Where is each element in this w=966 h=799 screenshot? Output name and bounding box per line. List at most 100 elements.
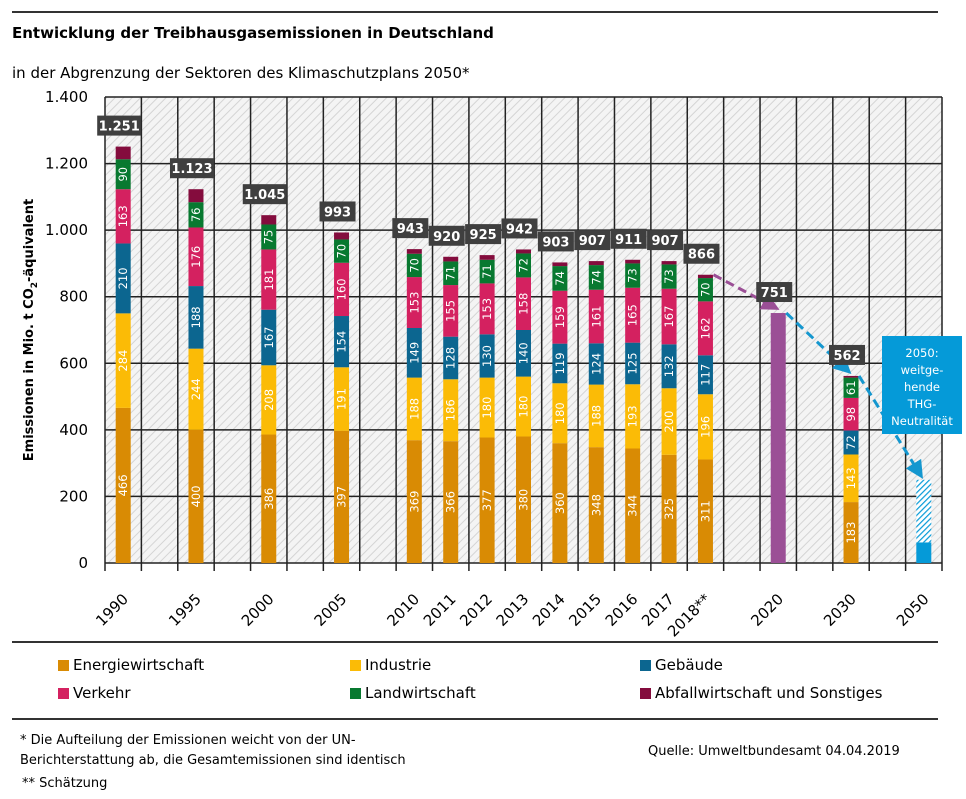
bar-segment-energiewirtschaft: [843, 502, 859, 563]
bar-segment-gebäude: [261, 309, 277, 366]
legend-swatch: [640, 659, 651, 671]
bar-segment-industrie: [261, 365, 277, 435]
segment-value-label: 70: [407, 258, 421, 273]
bar-segment-industrie: [697, 394, 713, 460]
y-tick-label: 1.400: [45, 88, 88, 106]
bar-segment-energiewirtschaft: [661, 454, 677, 563]
total-label-box: [242, 184, 287, 205]
segment-value-label: 143: [844, 467, 858, 489]
legend-label: Energiewirtschaft: [73, 656, 205, 674]
bar-segment-gebäude: [188, 286, 204, 349]
bar-segment-abfallwirtschaft-und-sonstiges: [479, 255, 495, 260]
segment-value-label: 176: [189, 246, 203, 268]
segment-value-label: 400: [189, 485, 203, 507]
total-label: 993: [324, 205, 351, 220]
segment-value-label: 181: [262, 269, 276, 291]
total-label: 943: [397, 222, 424, 237]
emissions-chart: 0 200 400 600 800 1.000 1.200 1.400 466 284 210 16…: [22, 88, 962, 640]
segment-value-label: 154: [335, 331, 349, 353]
segment-value-label: 140: [517, 342, 531, 364]
bar-segment-abfallwirtschaft-und-sonstiges: [188, 189, 204, 203]
bar-segment-gebäude: [406, 328, 422, 378]
total-label-box: [756, 282, 793, 303]
segment-value-label: 117: [698, 364, 712, 386]
x-tick-label: 2013: [493, 590, 533, 630]
segment-value-label: 386: [262, 488, 276, 510]
x-tick-label: 2030: [820, 590, 860, 630]
bar-segment-landwirtschaft: [406, 253, 422, 278]
y-axis-label: Emissionen in Mio. t CO2-äquivalent: [22, 199, 40, 461]
x-tick-label: 2020: [747, 590, 787, 630]
legend-label: Verkehr: [73, 684, 131, 702]
segment-value-label: 188: [189, 306, 203, 328]
bar-segment-abfallwirtschaft-und-sonstiges: [588, 261, 604, 266]
bar-segment-energiewirtschaft: [443, 441, 459, 563]
legend-label: Abfallwirtschaft und Sonstiges: [655, 684, 883, 702]
segment-value-label: 155: [444, 300, 458, 322]
bar-segment-energiewirtschaft: [588, 447, 604, 563]
bar-segment-industrie: [188, 348, 204, 430]
segment-value-label: 70: [335, 244, 349, 259]
y-tick-label: 1.200: [45, 155, 88, 173]
bar-segment-gebäude: [115, 243, 131, 314]
y-tick-label: 0: [78, 554, 88, 572]
segment-value-label: 186: [444, 399, 458, 421]
neutrality-annotation: 2050: weitge-hende THG- Neutralität: [882, 336, 962, 434]
x-tick-label: 2011: [420, 590, 460, 630]
x-tick-label: 2016: [602, 590, 642, 630]
segment-value-label: 183: [844, 522, 858, 544]
x-tick-label: 2005: [311, 590, 351, 630]
bar-segment-landwirtschaft: [479, 259, 495, 284]
segment-value-label: 360: [553, 492, 567, 514]
segment-value-label: 188: [407, 398, 421, 420]
segment-value-label: 165: [626, 304, 640, 326]
x-tick-label: 2010: [383, 590, 423, 630]
bar-segment-landwirtschaft: [552, 266, 568, 291]
segment-value-label: 74: [589, 270, 603, 285]
legend-label: Landwirtschaft: [365, 684, 476, 702]
bar-segment-energiewirtschaft: [261, 434, 277, 563]
x-axis-ticks: 1990 1995 2000 2005 201020112012201320142015…: [92, 590, 932, 640]
annotation-text-line: THG-: [907, 397, 937, 411]
bar-segment-landwirtschaft: [516, 253, 531, 278]
x-tick-label: 2012: [456, 590, 496, 630]
bar-segment-abfallwirtschaft-und-sonstiges: [443, 256, 459, 262]
bar-segment-industrie: [516, 376, 531, 437]
total-label-box: [537, 231, 574, 252]
bar-segment-gebäude: [552, 343, 568, 384]
segment-value-label: 72: [844, 435, 858, 450]
bar-segment-verkehr: [479, 283, 495, 335]
segment-value-label: 191: [335, 388, 349, 410]
y-tick-label: 200: [59, 487, 88, 505]
segment-value-label: 90: [116, 167, 130, 182]
bar-segment-verkehr: [843, 397, 859, 431]
segment-value-label: 344: [626, 495, 640, 517]
bar-segment-energiewirtschaft: [552, 443, 568, 563]
total-label-box: [501, 218, 538, 239]
bar-segment-industrie: [334, 367, 350, 431]
bar-segment-verkehr: [625, 287, 641, 343]
bar-segment-verkehr: [516, 277, 531, 330]
annotation-box: [882, 336, 962, 434]
segment-value-label: 159: [553, 306, 567, 328]
segment-value-label: 180: [553, 402, 567, 424]
x-tick-label: 2000: [238, 590, 278, 630]
segment-value-label: 311: [698, 500, 712, 522]
bar-segment-industrie: [625, 384, 641, 449]
footnote-1-line2: Berichterstattung ab, die Gesamtemission…: [20, 753, 406, 768]
bar-segment-gebäude: [588, 343, 604, 385]
segment-value-label: 158: [517, 293, 531, 315]
total-label: 907: [651, 234, 678, 249]
total-label: 1.123: [171, 162, 212, 177]
segment-value-label: 397: [335, 486, 349, 508]
legend-swatch: [350, 659, 361, 671]
total-label: 751: [761, 286, 788, 301]
footer-rule: [12, 718, 938, 720]
legend-item: Landwirtschaft: [350, 684, 476, 702]
total-label: 942: [506, 222, 533, 237]
legend-item: Abfallwirtschaft und Sonstiges: [640, 684, 882, 702]
annotation-text-line: Neutralität: [891, 414, 953, 428]
segment-value-label: 153: [407, 292, 421, 314]
total-label: 903: [542, 235, 569, 250]
segment-value-label: 380: [517, 489, 531, 511]
